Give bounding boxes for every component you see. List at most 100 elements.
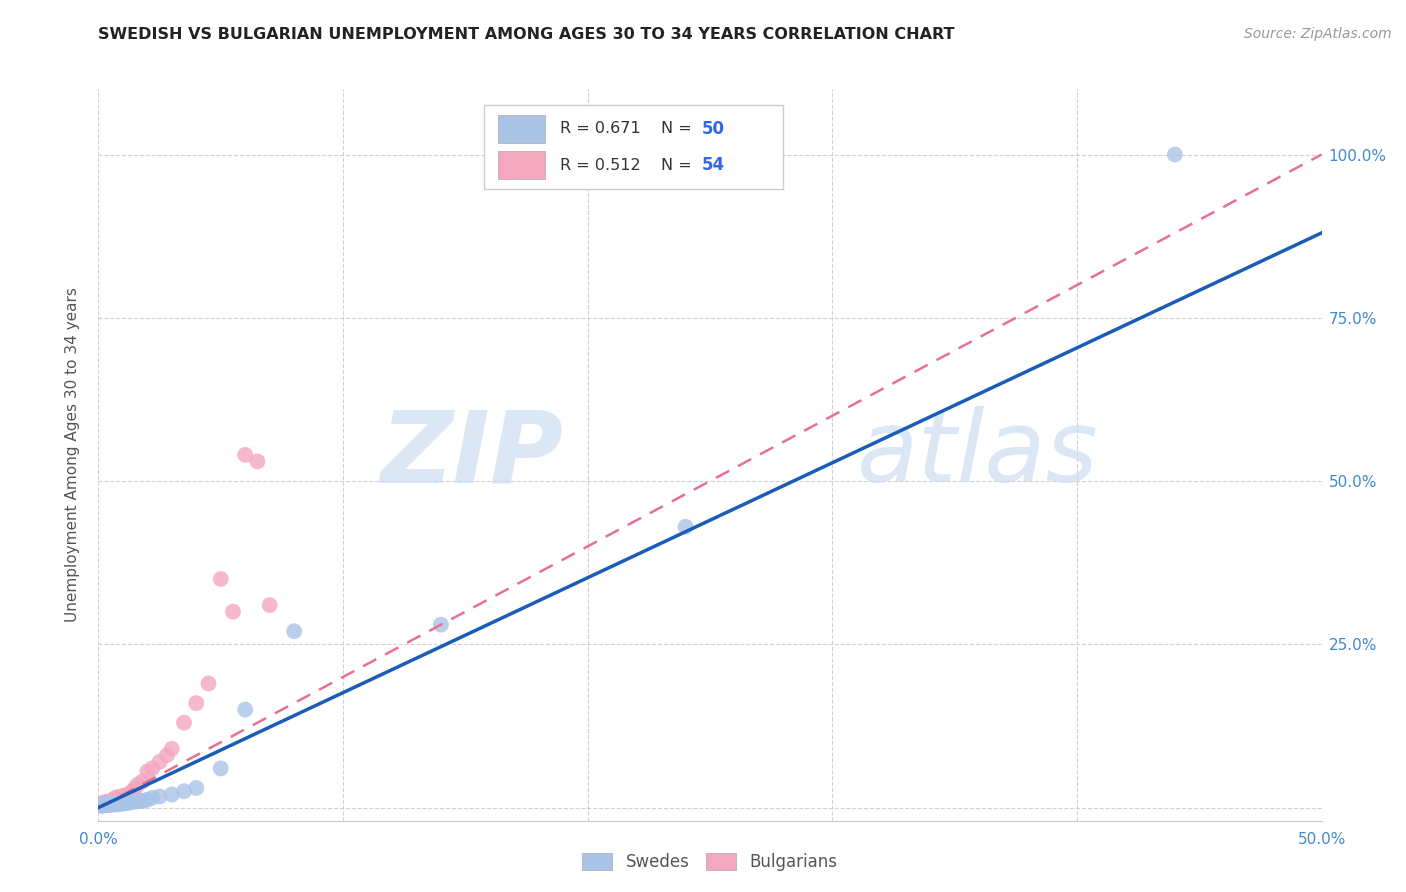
Point xyxy=(197,676,219,690)
Point xyxy=(160,788,183,802)
Point xyxy=(91,797,114,812)
Point xyxy=(675,520,697,534)
Point xyxy=(90,798,112,813)
Point xyxy=(129,794,152,808)
Point xyxy=(94,795,117,809)
Point xyxy=(91,797,114,812)
Text: atlas: atlas xyxy=(856,407,1098,503)
Point xyxy=(91,797,114,812)
Point xyxy=(94,797,117,811)
Point xyxy=(124,780,146,795)
Point xyxy=(94,797,117,812)
Point xyxy=(100,797,122,812)
Point xyxy=(90,797,112,812)
Point xyxy=(173,784,195,798)
Point xyxy=(104,797,127,811)
Point xyxy=(100,796,122,810)
Point xyxy=(94,797,117,812)
Text: N =: N = xyxy=(661,158,697,173)
Point xyxy=(111,796,134,810)
Point xyxy=(90,797,112,812)
Point xyxy=(91,797,114,812)
Point xyxy=(104,794,127,808)
Point xyxy=(97,797,120,812)
Point xyxy=(97,796,120,810)
Point xyxy=(107,794,129,808)
Point xyxy=(91,798,114,813)
Point xyxy=(101,797,124,811)
Point xyxy=(114,789,136,803)
Point xyxy=(100,797,122,811)
Point xyxy=(173,715,195,730)
Point xyxy=(127,778,149,792)
Text: N =: N = xyxy=(661,121,697,136)
Point xyxy=(111,789,134,803)
Point xyxy=(149,789,172,804)
Point xyxy=(90,797,112,812)
Point xyxy=(104,797,127,812)
Point xyxy=(91,796,114,810)
Point xyxy=(114,796,136,810)
Point xyxy=(100,797,122,812)
Point xyxy=(136,793,159,807)
Point xyxy=(120,786,142,800)
Point xyxy=(283,624,305,639)
Point xyxy=(94,797,117,812)
Point xyxy=(94,797,117,812)
Point xyxy=(104,797,127,811)
Point xyxy=(91,797,114,811)
Point xyxy=(110,797,132,811)
Text: ZIP: ZIP xyxy=(380,407,564,503)
Point xyxy=(124,795,146,809)
Point xyxy=(101,796,124,810)
Point xyxy=(222,605,245,619)
Text: R = 0.512: R = 0.512 xyxy=(560,158,640,173)
Point xyxy=(97,797,120,811)
Point xyxy=(131,794,153,808)
Point xyxy=(430,617,453,632)
Point xyxy=(94,796,117,810)
Point xyxy=(97,797,120,812)
Point xyxy=(97,797,120,811)
Point xyxy=(97,797,120,812)
Point xyxy=(101,793,124,807)
Point xyxy=(186,696,208,710)
Point xyxy=(110,790,132,805)
Text: Source: ZipAtlas.com: Source: ZipAtlas.com xyxy=(1244,27,1392,41)
Point xyxy=(141,790,163,805)
Bar xyxy=(498,152,546,179)
Point xyxy=(120,796,142,810)
Text: SWEDISH VS BULGARIAN UNEMPLOYMENT AMONG AGES 30 TO 34 YEARS CORRELATION CHART: SWEDISH VS BULGARIAN UNEMPLOYMENT AMONG … xyxy=(98,27,955,42)
Point xyxy=(90,798,112,813)
Point xyxy=(136,764,159,779)
Point xyxy=(94,797,117,812)
Point xyxy=(101,797,124,812)
Legend: Swedes, Bulgarians: Swedes, Bulgarians xyxy=(576,847,844,878)
Point xyxy=(94,797,117,811)
Point xyxy=(91,797,114,812)
Point xyxy=(104,790,127,805)
Point xyxy=(259,598,281,612)
Point xyxy=(100,794,122,808)
Point xyxy=(94,797,117,812)
Point xyxy=(121,784,143,798)
Point xyxy=(233,448,256,462)
Point xyxy=(97,797,120,812)
Point xyxy=(101,796,124,810)
Point xyxy=(141,761,163,775)
Point xyxy=(91,797,114,812)
FancyBboxPatch shape xyxy=(484,105,783,189)
Point xyxy=(111,797,134,811)
Point xyxy=(1164,147,1187,161)
Point xyxy=(100,797,122,812)
Point xyxy=(156,748,179,763)
Point xyxy=(90,797,112,811)
Point xyxy=(131,774,153,789)
Point xyxy=(90,797,112,812)
Point xyxy=(107,797,129,812)
Point xyxy=(186,780,208,795)
Y-axis label: Unemployment Among Ages 30 to 34 years: Unemployment Among Ages 30 to 34 years xyxy=(65,287,80,623)
Point xyxy=(101,797,124,812)
Point xyxy=(100,796,122,810)
Point xyxy=(107,790,129,805)
